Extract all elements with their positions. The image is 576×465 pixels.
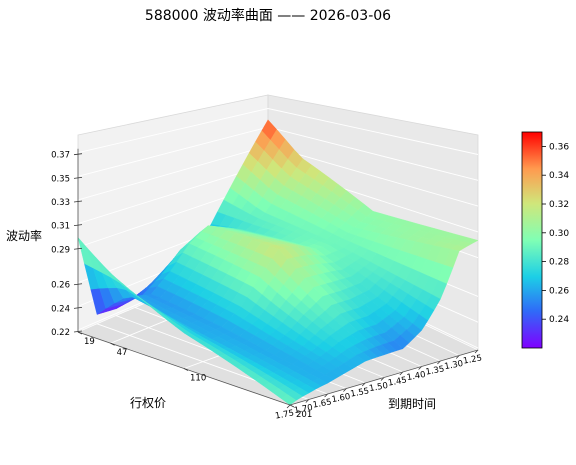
z-tick [73,330,83,333]
colorbar-tick-label: 0.36 [549,142,569,152]
x-tick [286,404,291,409]
colorbar-tick-label: 0.28 [549,258,569,268]
colorbar-tick-label: 0.26 [549,286,569,296]
x-tick-label: 1.70 [293,403,313,416]
z-tick [73,153,83,156]
colorbar-tick-label: 0.30 [549,229,569,239]
z-tick [73,247,83,250]
z-tick [73,224,83,227]
colorbar [521,131,543,349]
z-tick-label: 0.33 [51,198,70,208]
x-tick-label: 1.65 [312,397,332,410]
colorbar-tick-label: 0.32 [549,200,569,210]
z-tick-label: 0.26 [51,281,70,291]
z-tick-label: 0.24 [51,304,70,314]
z-tick-label: 0.37 [51,151,70,161]
z-tick [73,283,83,286]
z-tick [73,306,83,309]
z-gridline [77,108,479,155]
x-tick-label: 1.55 [350,386,370,399]
y-tick [77,331,83,335]
x-tick-label: 1.75 [274,408,294,421]
colorbar-tick-label: 0.24 [549,315,569,325]
y-tick [110,342,115,346]
x-tick-label: 1.30 [444,359,464,372]
y-tick [183,368,189,371]
z-tick-label: 0.35 [51,174,70,184]
x-tick-label: 1.40 [406,370,426,383]
y-tick-label: 47 [117,348,128,358]
z-tick [73,200,83,203]
axes: 0.22 0.24 0.26 0.29 0.31 0.33 0.35 0.37 1.251.30… [51,148,483,422]
z-tick-label: 0.22 [51,328,70,338]
colorbar-ticks: 0.24 0.26 0.28 0.30 0.32 0.34 0.36 [542,142,569,325]
chart-title: 588000 波动率曲面 —— 2026-03-06 [145,7,391,24]
x-tick-label: 1.50 [368,381,388,394]
z-axis-label: 波动率 [6,228,42,243]
z-tick-label: 0.29 [51,245,70,255]
y-tick [289,404,295,408]
y-tick-label: 19 [84,337,95,347]
y-tick-label: 110 [190,374,206,384]
z-tick-label: 0.31 [51,222,70,232]
y-axis-line [289,349,479,406]
x-tick-label: 1.45 [387,375,407,388]
x-tick-label: 1.25 [462,353,482,366]
x-tick-label: 1.60 [331,392,351,405]
y-tick-label: 201 [296,410,312,420]
colorbar-tick-label: 0.34 [549,171,569,181]
volatility-surface [77,119,479,406]
x-axis-label: 行权价 [130,396,166,410]
y-axis-label: 到期时间 [388,397,436,411]
z-tick [73,176,83,179]
x-tick-label: 1.35 [425,364,445,377]
